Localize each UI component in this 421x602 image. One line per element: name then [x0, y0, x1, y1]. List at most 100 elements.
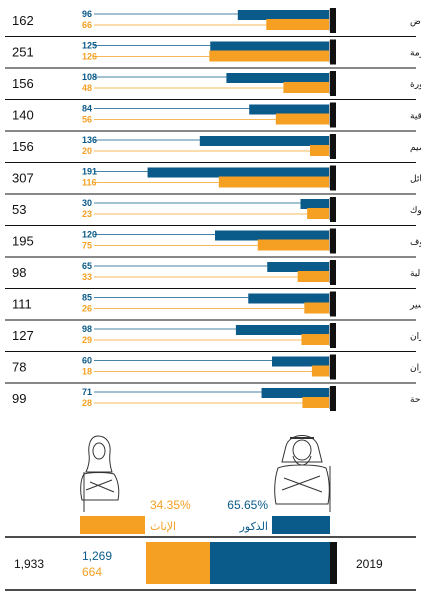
region-name: الجوف	[410, 238, 421, 248]
region-name: الباحة	[410, 395, 421, 405]
row-end-cap	[330, 228, 336, 254]
region-total: 307	[12, 171, 34, 186]
male-bar	[215, 230, 329, 241]
region-total: 140	[12, 108, 34, 123]
female-count: 664	[82, 565, 102, 579]
female-value-label: 28	[82, 398, 92, 408]
region-total: 156	[12, 76, 34, 91]
male-bar	[237, 10, 329, 20]
male-value-label: 71	[82, 387, 92, 397]
male-bar	[300, 199, 329, 209]
region-name: حائل	[410, 175, 421, 185]
row-end-cap	[330, 71, 336, 96]
female-bar	[275, 113, 329, 125]
female-value-label: 48	[82, 83, 92, 93]
male-bar	[249, 104, 329, 115]
male-label: الذكور	[239, 520, 268, 533]
region-total: 156	[12, 139, 34, 154]
row-end-cap	[330, 386, 336, 411]
region-name: المدينة المنورة	[410, 80, 421, 90]
female-value-label: 20	[82, 146, 92, 156]
female-value-label: 23	[82, 209, 92, 219]
male-value-label: 96	[82, 9, 92, 19]
female-label: الإناث	[150, 520, 176, 533]
female-value-label: 29	[82, 335, 92, 345]
male-value-label: 85	[82, 293, 92, 303]
female-bar	[218, 176, 329, 188]
row-end-cap	[330, 165, 336, 191]
region-total: 195	[12, 234, 34, 249]
female-pct-bar	[80, 516, 145, 534]
male-value-label: 65	[82, 261, 92, 271]
male-value-label: 60	[82, 356, 92, 366]
male-bar	[261, 388, 329, 398]
female-bar	[304, 302, 329, 314]
male-bar	[267, 262, 329, 272]
total-male-bar	[210, 542, 330, 584]
male-bar	[272, 356, 329, 367]
region-name: عسير	[409, 301, 421, 311]
region-name: نجران	[410, 364, 421, 374]
row-end-cap	[330, 323, 336, 348]
male-value-label: 120	[82, 230, 97, 240]
female-bar	[209, 50, 329, 62]
female-bar	[311, 365, 329, 377]
female-bar	[257, 239, 329, 251]
region-total: 99	[12, 391, 26, 406]
row-end-cap	[330, 39, 336, 65]
row-end-cap	[330, 8, 336, 33]
male-bar	[147, 167, 329, 178]
region-name: الرياض	[410, 17, 421, 27]
female-bar	[301, 334, 329, 345]
region-total: 251	[12, 45, 34, 60]
region-total: 162	[12, 13, 34, 28]
region-name: تبوك	[410, 206, 421, 216]
region-total: 127	[12, 328, 34, 343]
row-end-cap	[330, 260, 336, 285]
row-end-cap	[330, 197, 336, 222]
female-figure-icon	[80, 435, 120, 512]
year-label: 2019	[356, 557, 383, 571]
female-value-label: 75	[82, 241, 92, 251]
region-total: 98	[12, 265, 26, 280]
female-bar	[266, 19, 329, 30]
row-end-cap	[330, 354, 336, 380]
female-bar	[310, 145, 329, 156]
female-bar	[307, 208, 329, 219]
female-value-label: 116	[82, 178, 97, 188]
male-pct-text: 65.65%	[227, 498, 268, 512]
female-bar	[302, 397, 329, 408]
region-name: جازان	[410, 332, 421, 342]
row-end-cap	[330, 102, 336, 128]
male-count: 1,269	[82, 549, 112, 563]
male-bar	[199, 136, 329, 146]
male-value-label: 30	[82, 198, 92, 208]
region-name: مكة المكرمة	[410, 49, 421, 59]
male-figure-icon	[274, 435, 331, 512]
region-name: القصيم	[410, 143, 421, 153]
region-total: 53	[12, 202, 26, 217]
male-bar	[235, 325, 329, 335]
total-end-cap	[330, 542, 337, 584]
male-value-label: 191	[82, 167, 97, 177]
grand-total: 1,933	[14, 557, 44, 571]
row-end-cap	[330, 134, 336, 159]
region-name: الحدود الشمالية	[410, 269, 421, 279]
gender-summary: 34.35% الإناث 65.65% الذكور 1,933 1,269 …	[5, 435, 416, 591]
female-value-label: 126	[82, 52, 97, 62]
female-value-label: 33	[82, 272, 92, 282]
male-pct-bar	[272, 516, 330, 534]
female-value-label: 66	[82, 20, 92, 30]
male-value-label: 136	[82, 135, 97, 145]
total-female-bar	[146, 542, 210, 584]
female-bar	[283, 82, 329, 93]
male-value-label: 108	[82, 72, 97, 82]
region-name: المنطقة الشرقية	[410, 112, 421, 122]
row-end-cap	[330, 291, 336, 317]
male-bar	[248, 293, 329, 304]
region-total: 78	[12, 360, 26, 375]
region-total: 111	[12, 297, 32, 312]
male-bar	[226, 73, 329, 83]
